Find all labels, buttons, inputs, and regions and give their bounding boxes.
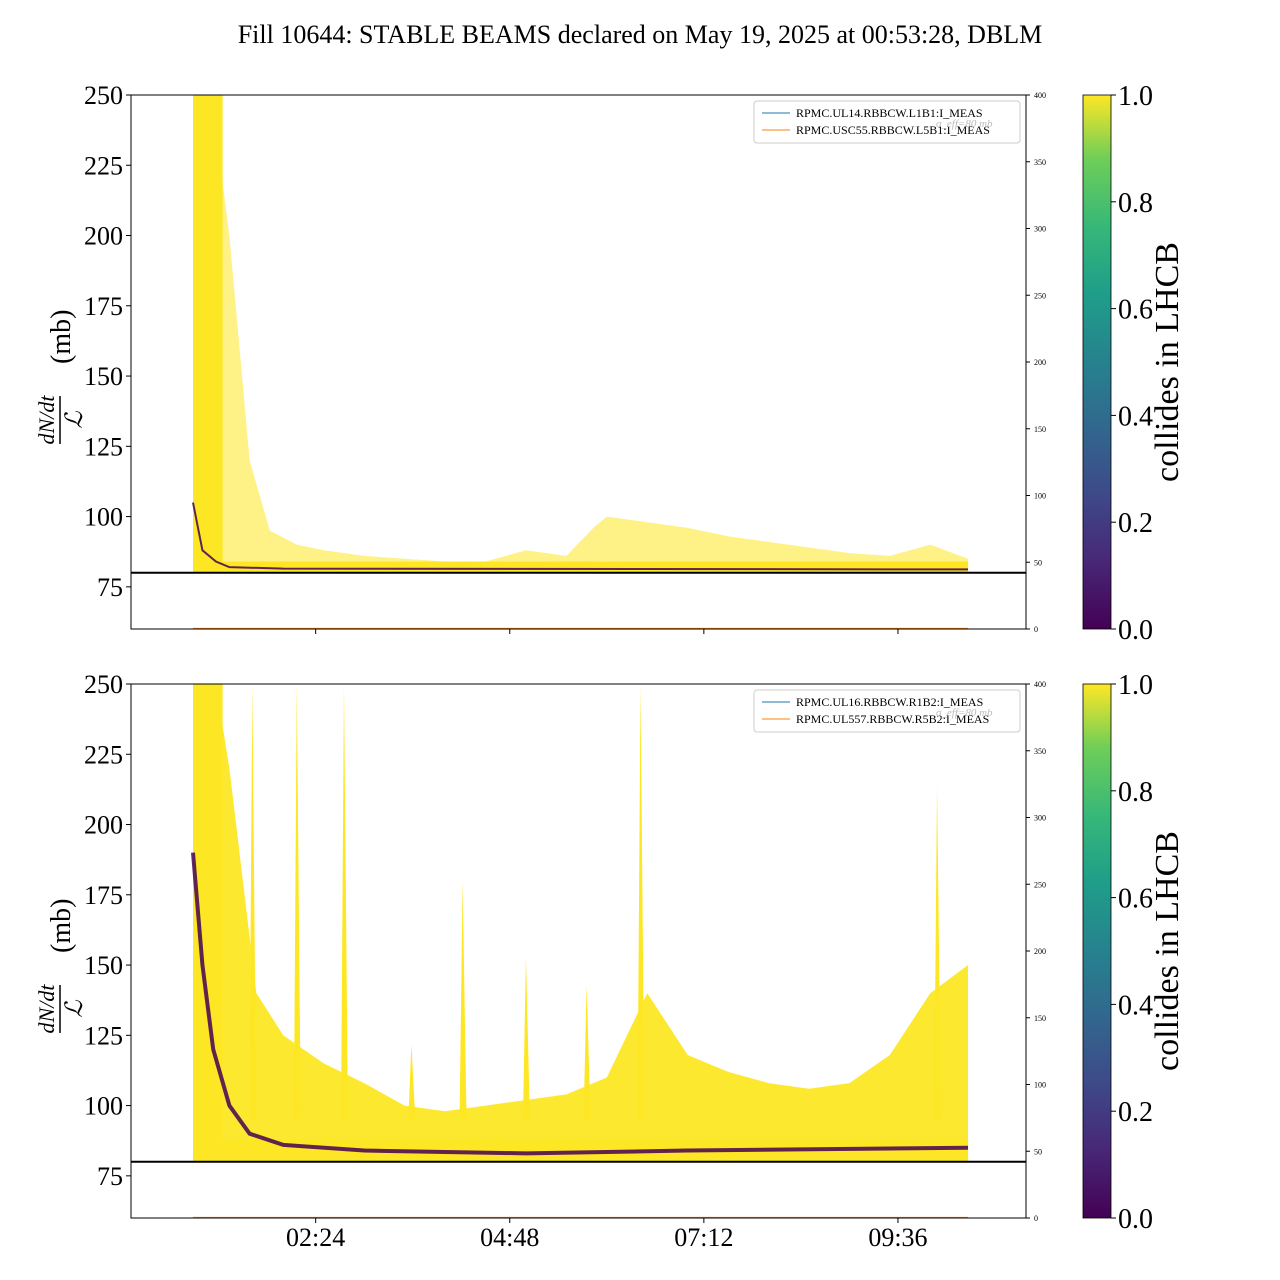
spike-4: [408, 1043, 416, 1120]
spike-6: [522, 956, 530, 1120]
y-tick-label: 125: [84, 1021, 123, 1050]
y2-tick-label: 150: [1034, 1014, 1046, 1023]
colorbar-tick-label: 0.2: [1118, 1097, 1153, 1128]
spike-5: [459, 880, 467, 1120]
y-axis-label: dN/dt ℒ (mb): [34, 899, 88, 1034]
chart-panel-2: 75 100 125 150 175 200 225 250 0 50 100 150 200 250 30…: [34, 670, 1186, 1252]
y2-tick-label: 100: [1034, 1081, 1046, 1090]
spike-7: [583, 984, 591, 1120]
y2-tick-label: 50: [1034, 1147, 1042, 1156]
colorbar-tick-label: 0.8: [1118, 777, 1153, 808]
y-tick-label: 100: [84, 1092, 123, 1121]
spike-8: [637, 684, 645, 1120]
spike-1: [249, 684, 257, 1120]
y2-tick-label: 350: [1034, 158, 1046, 167]
colorbar-tick-label: 0.8: [1118, 188, 1153, 219]
y-tick-label: 250: [84, 670, 123, 699]
bunch-traces: [192, 95, 969, 573]
threshold-label: σ_eff=80 mb: [936, 118, 993, 130]
y-axis-label: dN/dt ℒ (mb): [34, 310, 88, 445]
colorbar: 0.0 0.2 0.4 0.6 0.8 1.0 collides in LHCB: [1082, 81, 1186, 646]
colorbar-tick-label: 0.6: [1118, 295, 1153, 326]
y2-tick-label: 250: [1034, 880, 1046, 889]
y2-tick-label: 300: [1034, 814, 1046, 823]
colorbar-tick-label: 0.0: [1118, 1204, 1153, 1235]
y-label-numerator: dN/dt: [34, 984, 59, 1034]
y2-tick-label: 100: [1034, 492, 1046, 501]
bunch-envelope: [193, 684, 969, 1162]
x-tick-label: 02:24: [286, 1223, 345, 1252]
early-saturation: [193, 95, 223, 573]
spike-2: [293, 684, 301, 1120]
y-tick-label: 150: [84, 951, 123, 980]
y2-tick-label: 300: [1034, 225, 1046, 234]
x-tick-label: 04:48: [480, 1223, 539, 1252]
legend: RPMC.UL14.RBBCW.L1B1:I_MEAS RPMC.USC55.RB…: [753, 100, 1021, 144]
colorbar-tick-label: 1.0: [1118, 670, 1153, 701]
y-label-denominator: ℒ: [62, 411, 88, 429]
x-tick-label: 09:36: [868, 1223, 927, 1252]
non-colliding-trace: [192, 502, 969, 571]
y2-tick-label: 400: [1034, 680, 1046, 689]
colorbar-label: collides in LHCB: [1149, 242, 1186, 482]
y-tick-label: 75: [97, 573, 123, 602]
legend-label: RPMC.UL14.RBBCW.L1B1:I_MEAS: [796, 106, 983, 120]
y2-tick-label: 50: [1034, 558, 1042, 567]
y-label-numerator: dN/dt: [34, 395, 59, 445]
legend: RPMC.UL16.RBBCW.R1B2:I_MEAS RPMC.UL557.RB…: [753, 689, 1021, 733]
y2-tick-label: 200: [1034, 947, 1046, 956]
spike-3: [340, 684, 348, 1120]
spike-9: [934, 785, 942, 1120]
y2-tick-label: 0: [1034, 625, 1038, 634]
colorbar-gradient: [1082, 94, 1112, 630]
bunch-envelope: [193, 95, 969, 573]
threshold-label: σ_eff=80 mb: [936, 707, 993, 719]
y-tick-label: 150: [84, 362, 123, 391]
colorbar-tick-label: 0.4: [1118, 401, 1153, 432]
y2-tick-label: 350: [1034, 747, 1046, 756]
legend-label: RPMC.UL16.RBBCW.R1B2:I_MEAS: [796, 695, 983, 709]
colorbar-tick-label: 0.4: [1118, 990, 1153, 1021]
y2-tick-label: 0: [1034, 1214, 1038, 1223]
figure-title: Fill 10644: STABLE BEAMS declared on May…: [237, 20, 1043, 49]
y-tick-label: 75: [97, 1162, 123, 1191]
legend-label: RPMC.USC55.RBBCW.L5B1:I_MEAS: [796, 123, 990, 137]
colorbar-label: collides in LHCB: [1149, 831, 1186, 1071]
colorbar-tick-label: 0.0: [1118, 615, 1153, 646]
colorbar-tick-label: 0.2: [1118, 508, 1153, 539]
legend-box: [753, 100, 1021, 144]
x-tick-label: 07:12: [674, 1223, 733, 1252]
colorbar: 0.0 0.2 0.4 0.6 0.8 1.0 collides in LHCB: [1082, 670, 1186, 1235]
y-label-unit: (mb): [46, 310, 77, 364]
non-colliding-trace: [191, 852, 969, 1156]
y-label-denominator: ℒ: [62, 1000, 88, 1018]
colorbar-gradient: [1082, 683, 1112, 1219]
colorbar-tick-label: 1.0: [1118, 81, 1153, 112]
y-tick-label: 250: [84, 81, 123, 110]
y-tick-label: 200: [84, 811, 123, 840]
y2-tick-label: 150: [1034, 425, 1046, 434]
y-tick-label: 175: [84, 881, 123, 910]
y-tick-label: 225: [84, 740, 123, 769]
y-tick-label: 125: [84, 432, 123, 461]
colorbar-tick-label: 0.6: [1118, 884, 1153, 915]
legend-box: [753, 689, 1021, 733]
y-tick-label: 175: [84, 292, 123, 321]
y-tick-label: 200: [84, 222, 123, 251]
y2-tick-label: 250: [1034, 291, 1046, 300]
y2-tick-label: 400: [1034, 91, 1046, 100]
y-label-unit: (mb): [46, 899, 77, 953]
y2-tick-label: 200: [1034, 358, 1046, 367]
y-tick-label: 225: [84, 151, 123, 180]
bunch-traces: [191, 684, 969, 1162]
chart-panel-1: 75 100 125 150 175 200 225 250 0 50 100 150 200 250 30…: [34, 81, 1186, 646]
bunch-band: [193, 561, 969, 573]
legend-label: RPMC.UL557.RBBCW.R5B2:I_MEAS: [796, 712, 989, 726]
y-tick-label: 100: [84, 503, 123, 532]
